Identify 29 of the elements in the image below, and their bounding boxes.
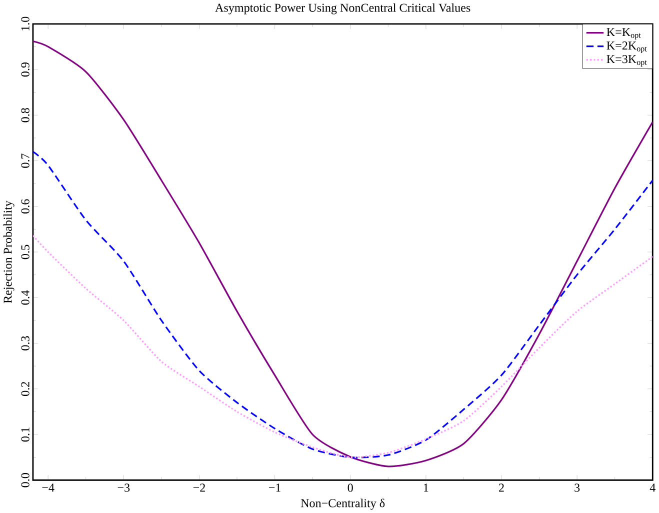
x-tick-label: −1 bbox=[268, 484, 280, 492]
x-axis-title: Non−Centrality δ bbox=[300, 498, 385, 510]
y-axis-title: Rejection Probability bbox=[3, 200, 14, 304]
x-tick-label: −2 bbox=[193, 484, 205, 492]
y-tick-label: 0.1 bbox=[21, 428, 30, 442]
x-tick-label: 3 bbox=[574, 484, 580, 492]
y-tick-label: 0.5 bbox=[21, 244, 30, 260]
line-series bbox=[32, 40, 653, 468]
y-tick-label: 0.7 bbox=[21, 154, 30, 168]
chart-title: Asymptotic Power Using NonCentral Critical Values bbox=[215, 3, 470, 14]
legend-label: K=2K$_{opt}$ bbox=[606, 41, 647, 54]
x-tick-label: 0 bbox=[348, 484, 353, 492]
y-tick-label: 0.3 bbox=[21, 336, 30, 350]
y-tick-label: 0.4 bbox=[21, 290, 30, 305]
x-tick-label: 1 bbox=[424, 484, 428, 492]
line-series bbox=[32, 234, 653, 458]
y-tick-label: 0.9 bbox=[21, 62, 30, 77]
x-tick-label: −4 bbox=[42, 484, 54, 492]
x-tick-label: 2 bbox=[499, 484, 504, 492]
legend-label: K=K$_{opt}$ bbox=[606, 28, 641, 40]
x-tick-label: −3 bbox=[118, 484, 130, 492]
line-series bbox=[32, 150, 653, 458]
y-tick-label: 1.0 bbox=[21, 16, 30, 30]
y-tick-label: 0.2 bbox=[21, 382, 30, 396]
y-tick-label: 0.6 bbox=[21, 199, 30, 214]
x-tick-label: 4 bbox=[650, 484, 656, 492]
legend-label: K=3K$_{opt}$ bbox=[606, 55, 647, 67]
y-tick-label: 0.0 bbox=[21, 473, 30, 488]
y-tick-label: 0.8 bbox=[21, 108, 30, 122]
